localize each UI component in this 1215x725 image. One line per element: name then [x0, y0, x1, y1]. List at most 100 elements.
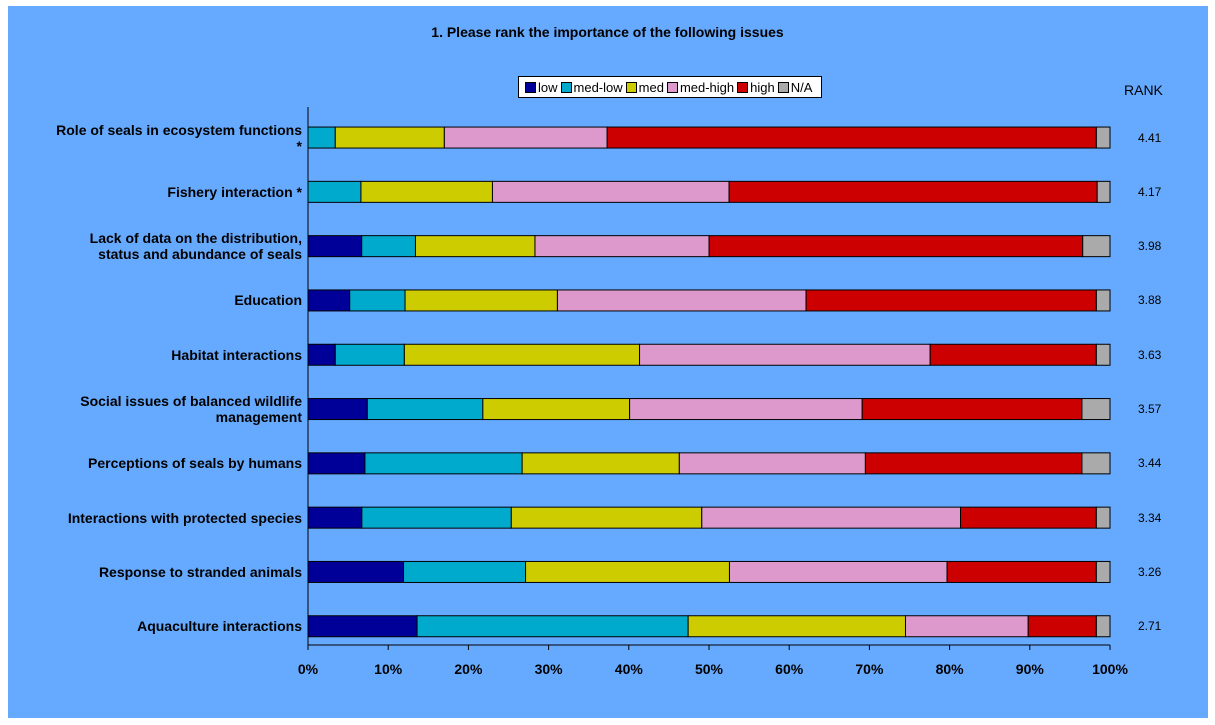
legend-item: low	[525, 80, 558, 95]
bar-segment-medlow	[364, 452, 523, 475]
bar-segment-medhigh	[904, 615, 1029, 638]
category-label-line: Aquaculture interactions	[137, 618, 302, 635]
bar-segment-medhigh	[491, 180, 730, 203]
bar-segment-na	[1082, 235, 1111, 258]
category-label: Interactions with protected species	[4, 510, 302, 526]
bar-segment-low	[307, 289, 351, 312]
bar-segment-na	[1095, 126, 1111, 149]
bar-segment-medhigh	[556, 289, 807, 312]
x-tick-label: 0%	[297, 661, 319, 677]
bar-segment-medlow	[403, 560, 527, 583]
legend-label: low	[538, 79, 558, 95]
bar-segment-high	[864, 452, 1083, 475]
rank-value: 3.63	[1138, 347, 1162, 362]
legend-label: N/A	[790, 79, 813, 95]
category-label-line: Social issues of balanced wildlife	[80, 393, 302, 410]
bar-segment-low	[307, 560, 405, 583]
bar-segment-medhigh	[629, 398, 863, 421]
bar-segment-medlow	[349, 289, 406, 312]
category-label: Perceptions of seals by humans	[4, 455, 302, 471]
legend-swatch	[666, 81, 678, 93]
category-label: Fishery interaction *	[4, 184, 302, 200]
category-label-line: Education	[234, 292, 302, 309]
chart-title: 1. Please rank the importance of the fol…	[431, 24, 784, 40]
legend-item: N/A	[777, 79, 813, 95]
legend-swatch	[777, 81, 789, 93]
category-label: Habitat interactions	[4, 347, 302, 363]
bar-segment-high	[960, 506, 1097, 529]
x-tick-label: 90%	[1015, 661, 1044, 677]
x-tick-label: 50%	[694, 661, 724, 677]
x-tick-label: 60%	[775, 661, 804, 677]
category-label-line: management	[215, 409, 302, 426]
bar-segment-na	[1081, 452, 1111, 475]
bar-segment-low	[307, 615, 418, 638]
x-tick-label: 80%	[935, 661, 964, 677]
bar-segment-med	[414, 235, 536, 258]
bar-segment-na	[1081, 398, 1111, 421]
bar-segment-na	[1095, 560, 1111, 583]
bar-segment-medhigh	[701, 506, 962, 529]
bar-segment-medlow	[361, 235, 416, 258]
bar-segment-medhigh	[678, 452, 866, 475]
category-label: Lack of data on the distribution, status …	[4, 230, 302, 262]
bar-segment-medlow	[416, 615, 689, 638]
legend-label: high	[750, 79, 775, 95]
bar-segment-med	[521, 452, 680, 475]
bar-segment-low	[307, 398, 368, 421]
bar-segment-med	[403, 343, 641, 366]
bar-segment-medlow	[307, 126, 336, 149]
category-label: Social issues of balanced wildlife manage…	[4, 393, 302, 425]
bar-segment-medhigh	[534, 235, 710, 258]
bar-segment-med	[482, 398, 631, 421]
legend-swatch	[560, 81, 572, 93]
x-tick-label: 20%	[454, 661, 483, 677]
bar-segment-med	[404, 289, 558, 312]
legend-label: med	[638, 79, 664, 95]
bar-segment-low	[307, 235, 363, 258]
category-label-line: status and abundance of seals	[98, 246, 302, 263]
legend-swatch	[625, 81, 637, 93]
category-label-line: Habitat interactions	[171, 346, 302, 363]
bar-segment-high	[708, 235, 1084, 258]
legend-item: med-high	[666, 80, 734, 95]
bar-segment-medlow	[307, 180, 362, 203]
bar-segment-low	[307, 506, 363, 529]
bar-segment-low	[307, 452, 366, 475]
bar-segment-medhigh	[443, 126, 608, 149]
bar-segment-med	[687, 615, 906, 638]
bar-segment-na	[1095, 615, 1111, 638]
legend-item: med	[625, 79, 664, 95]
bar-segment-medlow	[361, 506, 512, 529]
bar-segment-medhigh	[728, 560, 948, 583]
bar-segment-high	[946, 560, 1097, 583]
rank-value: 3.26	[1138, 564, 1162, 579]
category-label-line: Lack of data on the distribution,	[89, 230, 302, 247]
category-label: Response to stranded animals	[4, 564, 302, 580]
legend: low med-low med med-high high N/A	[518, 76, 823, 98]
bar-segment-na	[1095, 343, 1111, 366]
x-tick-label: 100%	[1092, 661, 1128, 677]
x-tick-label: 10%	[374, 661, 403, 677]
category-label-line: Fishery interaction *	[167, 183, 302, 200]
category-label: Role of seals in ecosystem functions *	[4, 122, 302, 154]
bar-segment-med	[525, 560, 730, 583]
bar-segment-medhigh	[639, 343, 931, 366]
rank-value: 3.44	[1138, 456, 1162, 471]
category-label: Education	[4, 292, 302, 308]
rank-value: 3.34	[1138, 510, 1162, 525]
bar-segment-medlow	[334, 343, 405, 366]
rank-value: 4.41	[1138, 130, 1162, 145]
rank-value: 4.17	[1138, 184, 1162, 199]
category-label-line: *	[296, 137, 302, 154]
bar-segment-high	[805, 289, 1097, 312]
bar-segment-med	[334, 126, 445, 149]
legend-swatch	[525, 81, 536, 93]
bar-segment-med	[360, 180, 493, 203]
legend-item: high	[737, 80, 775, 95]
bar-segment-high	[606, 126, 1097, 149]
bar-segment-medlow	[366, 398, 484, 421]
bar-segment-high	[929, 343, 1097, 366]
bar-segment-na	[1095, 506, 1111, 529]
